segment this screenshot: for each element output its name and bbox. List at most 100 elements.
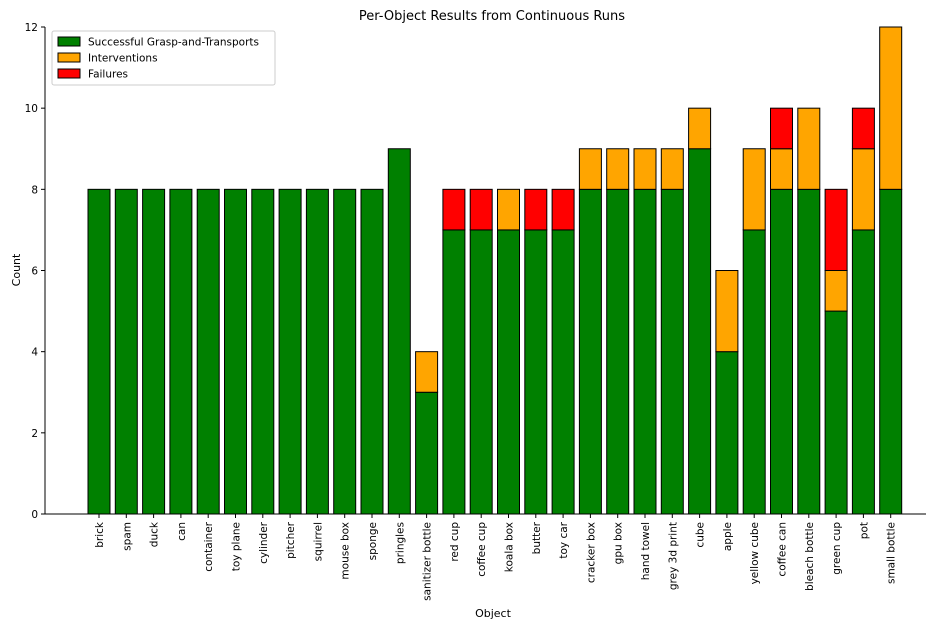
bar-hand-towel-successful-grasp-and-transports xyxy=(633,188,657,515)
bar-small-bottle-successful-grasp-and-transports xyxy=(879,188,903,515)
bar-hand-towel-interventions xyxy=(633,148,657,190)
x-tick-label-red-cup: red cup xyxy=(449,522,461,562)
y-tick-label: 8 xyxy=(31,184,38,196)
bar-cracker-box-interventions xyxy=(578,148,602,190)
bar-container-successful-grasp-and-transports xyxy=(196,188,220,515)
bar-squirrel-successful-grasp-and-transports xyxy=(305,188,329,515)
y-tick-label: 10 xyxy=(25,103,38,115)
chart-title: Per-Object Results from Continuous Runs xyxy=(359,9,625,24)
bar-cylinder-successful-grasp-and-transports xyxy=(251,188,275,515)
bar-grey-3d-print-successful-grasp-and-transports xyxy=(660,188,684,515)
x-tick-label-brick: brick xyxy=(94,521,106,548)
x-tick-label-bleach-bottle: bleach bottle xyxy=(804,522,816,591)
bar-cube-successful-grasp-and-transports xyxy=(688,148,712,515)
bar-gpu-box-successful-grasp-and-transports xyxy=(606,188,630,515)
legend-swatch-interventions xyxy=(57,52,81,63)
bar-coffee-can-failures xyxy=(770,107,793,150)
x-tick-label-pringles: pringles xyxy=(394,522,406,564)
x-tick-label-can: can xyxy=(176,522,188,541)
x-tick-label-butter: butter xyxy=(531,521,543,554)
legend-box xyxy=(51,30,276,86)
bar-pringles-successful-grasp-and-transports xyxy=(387,148,411,515)
bar-bleach-bottle-interventions xyxy=(797,107,821,190)
bar-toy-car-successful-grasp-and-transports xyxy=(551,229,575,515)
bar-green-cup-failures xyxy=(824,188,848,271)
x-tick-label-small-bottle: small bottle xyxy=(886,522,898,584)
legend-label-interventions: Interventions xyxy=(88,53,158,65)
y-tick-label: 12 xyxy=(25,22,38,34)
legend-swatch-failures xyxy=(57,68,81,79)
legend-label-successful-grasp-and-transports: Successful Grasp-and-Transports xyxy=(88,37,259,49)
bar-apple-interventions xyxy=(715,270,739,353)
legend-label-failures: Failures xyxy=(88,69,128,81)
bar-red-cup-failures xyxy=(442,188,466,231)
x-tick-label-coffee-can: coffee can xyxy=(777,522,789,577)
x-tick-label-pot: pot xyxy=(858,522,870,539)
x-tick-label-cracker-box: cracker box xyxy=(585,522,597,583)
legend-swatch-successful-grasp-and-transports xyxy=(57,36,81,47)
bar-spam-successful-grasp-and-transports xyxy=(114,188,138,515)
x-tick-label-toy-car: toy car xyxy=(558,521,570,558)
bar-toy-car-failures xyxy=(551,188,575,231)
x-tick-label-squirrel: squirrel xyxy=(312,522,324,561)
x-tick-label-green-cup: green cup xyxy=(831,522,843,575)
bar-butter-successful-grasp-and-transports xyxy=(524,229,548,515)
bar-koala-box-successful-grasp-and-transports xyxy=(497,229,520,515)
bar-yellow-cube-successful-grasp-and-transports xyxy=(742,229,766,515)
y-tick-label: 2 xyxy=(31,428,38,440)
bar-coffee-can-successful-grasp-and-transports xyxy=(770,188,793,515)
bar-green-cup-interventions xyxy=(824,270,848,312)
bar-pot-interventions xyxy=(851,148,875,231)
x-axis-label: Object xyxy=(475,607,512,620)
bar-small-bottle-interventions xyxy=(879,26,903,190)
bar-pot-failures xyxy=(851,107,875,150)
bar-duck-successful-grasp-and-transports xyxy=(142,188,166,515)
bar-cube-interventions xyxy=(688,107,712,150)
x-tick-label-yellow-cube: yellow cube xyxy=(749,522,761,584)
y-axis-label: Count xyxy=(10,253,23,286)
bar-grey-3d-print-interventions xyxy=(660,148,684,190)
x-tick-label-coffee-cup: coffee cup xyxy=(476,522,488,577)
x-tick-label-sanitizer-bottle: sanitizer bottle xyxy=(422,522,434,601)
x-tick-label-apple: apple xyxy=(722,522,734,551)
bar-pitcher-successful-grasp-and-transports xyxy=(278,188,302,515)
x-tick-label-mouse-box: mouse box xyxy=(340,522,352,580)
bar-sanitizer-bottle-successful-grasp-and-transports xyxy=(415,391,439,515)
x-tick-label-cube: cube xyxy=(695,522,707,548)
bar-coffee-cup-failures xyxy=(469,188,493,231)
x-tick-label-gpu-box: gpu box xyxy=(613,522,625,564)
x-tick-label-grey-3d-print: grey 3d print xyxy=(667,522,679,590)
bar-bleach-bottle-successful-grasp-and-transports xyxy=(797,188,821,515)
x-tick-label-duck: duck xyxy=(149,521,161,547)
x-tick-label-spam: spam xyxy=(121,522,133,551)
x-tick-label-koala-box: koala box xyxy=(504,522,516,572)
x-tick-label-cylinder: cylinder xyxy=(258,521,270,564)
bar-butter-failures xyxy=(524,188,548,231)
x-tick-label-pitcher: pitcher xyxy=(285,521,297,559)
y-tick-label: 6 xyxy=(31,266,38,278)
y-tick-label: 4 xyxy=(31,347,38,359)
bar-sponge-successful-grasp-and-transports xyxy=(360,188,384,515)
bar-toy-plane-successful-grasp-and-transports xyxy=(224,188,247,515)
bar-mouse-box-successful-grasp-and-transports xyxy=(333,188,357,515)
legend: Successful Grasp-and-Transports Intervent… xyxy=(51,30,276,86)
x-tick-label-container: container xyxy=(203,521,215,571)
bar-koala-box-interventions xyxy=(497,188,520,231)
bar-pot-successful-grasp-and-transports xyxy=(851,229,875,515)
bar-red-cup-successful-grasp-and-transports xyxy=(442,229,466,515)
bar-coffee-can-interventions xyxy=(770,148,793,190)
y-tick-label: 0 xyxy=(31,509,38,521)
bar-cracker-box-successful-grasp-and-transports xyxy=(578,188,602,515)
bar-green-cup-successful-grasp-and-transports xyxy=(824,310,848,515)
plot-area: 0 2 4 6 8 10 12 brick spam duck can container toy pl… xyxy=(25,22,926,601)
bar-brick-successful-grasp-and-transports xyxy=(87,188,111,515)
bar-coffee-cup-successful-grasp-and-transports xyxy=(469,229,493,515)
bar-gpu-box-interventions xyxy=(606,148,630,190)
x-tick-label-sponge: sponge xyxy=(367,522,379,560)
x-tick-label-toy-plane: toy plane xyxy=(231,522,243,571)
x-tick-label-hand-towel: hand towel xyxy=(640,522,652,580)
bar-yellow-cube-interventions xyxy=(742,148,766,231)
bar-sanitizer-bottle-interventions xyxy=(415,351,439,393)
bar-apple-successful-grasp-and-transports xyxy=(715,351,739,515)
